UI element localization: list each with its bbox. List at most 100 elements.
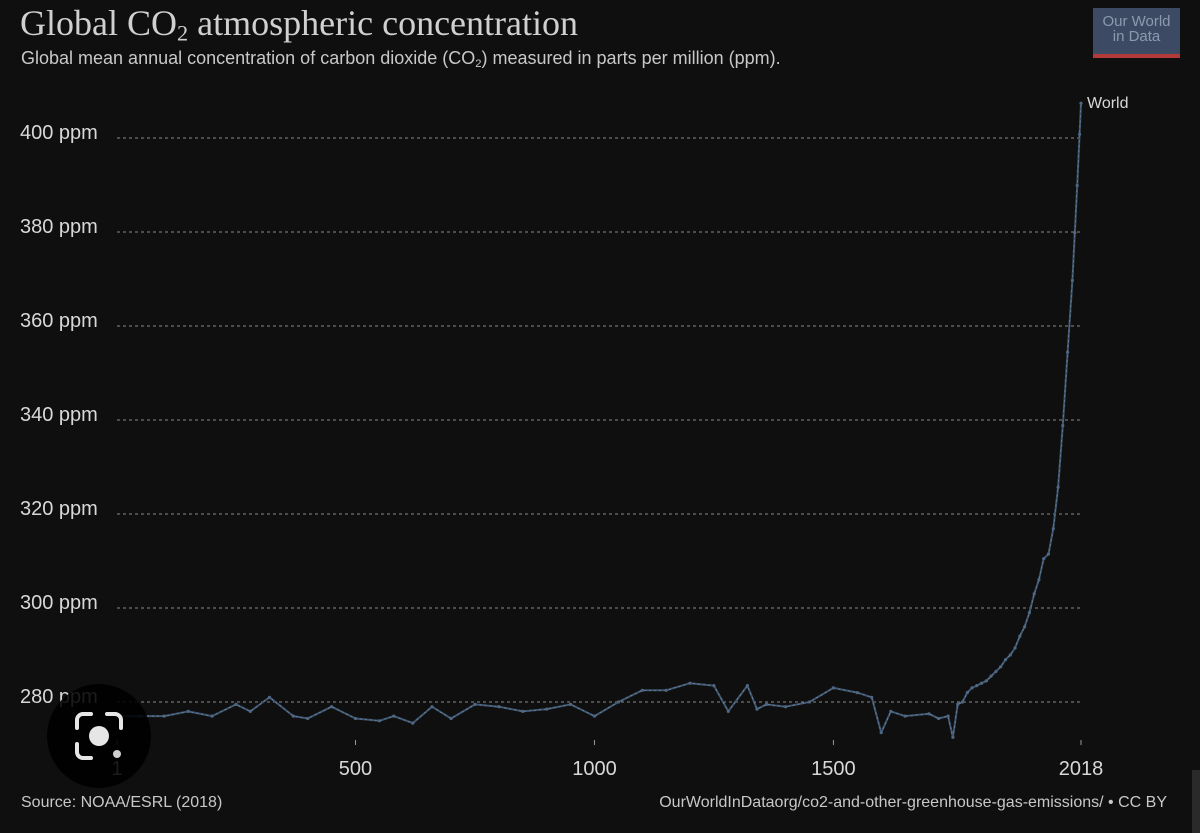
data-point [392,714,396,718]
data-point [688,681,692,685]
title-text-main: Global CO [20,3,177,43]
data-point [951,735,955,739]
data-point [927,712,931,716]
data-point [960,700,965,704]
data-point [449,716,453,721]
logo-line-2: in Data [1112,28,1161,45]
data-point [946,714,950,718]
y-tick-label-340: 340 ppm [20,404,98,426]
data-point [162,714,166,718]
data-point [1070,278,1074,282]
data-point [784,705,788,709]
lens-scan-icon [75,712,123,760]
data-point [1037,578,1041,582]
data-point [1066,350,1070,354]
series-end-label: World [1087,95,1129,112]
data-point [1078,132,1082,136]
lens-scan-button[interactable] [47,684,151,788]
data-point [640,688,644,692]
x-axis-ticks: 1500100015002018 [111,740,1103,780]
data-point [1079,101,1083,105]
data-point [291,714,295,718]
data-point [980,681,984,685]
subtitle-subscript: 2 [475,57,482,70]
data-point [956,702,960,707]
x-tick-label-500: 500 [339,758,372,780]
data-point [1051,527,1055,531]
data-point [712,684,716,688]
data-point [377,719,381,723]
data-point [1046,552,1051,556]
data-point [1042,557,1046,561]
data-point [726,709,730,714]
data-point [889,709,893,714]
x-tick-label-1000: 1000 [572,758,617,780]
scroll-edge [1192,770,1200,833]
data-point [903,714,907,718]
data-point [764,702,769,707]
data-point [248,709,252,714]
data-point [186,709,190,714]
data-point [569,702,573,707]
data-point [430,705,434,709]
y-tick-label-300: 300 ppm [20,592,98,614]
data-point [267,695,272,699]
data-point [210,714,214,718]
source-url-link[interactable]: OurWorldInDataorg/co2-and-other-greenhou… [659,794,1167,811]
x-tick-label-1500: 1500 [811,758,856,780]
data-point [994,669,998,674]
data-point [937,716,941,721]
data-point [984,679,989,683]
data-point [1023,625,1027,629]
data-point [1008,653,1012,657]
owid-logo[interactable]: Our World in Data [1093,8,1180,58]
data-point [1003,658,1008,662]
y-tick-label-320: 320 ppm [20,498,98,520]
subtitle-text-rest: ) measured in parts per million (ppm). [481,48,781,68]
subtitle-text-main: Global mean annual concentration of carb… [21,48,476,68]
data-point [330,705,334,709]
data-point [616,700,621,704]
data-point [592,714,597,718]
series-layer: World [115,95,1129,739]
data-point [831,686,836,690]
data-point [970,686,974,690]
data-point [234,702,238,707]
data-point [1073,231,1077,235]
y-tick-label-360: 360 ppm [20,310,98,332]
logo-line-1: Our World [1102,13,1171,30]
title-text-rest: atmospheric concentration [188,3,579,43]
data-point [411,721,415,725]
data-point [989,674,993,678]
data-point [870,695,874,699]
data-point [975,684,979,688]
title-subscript: 2 [177,20,189,46]
data-point [1061,424,1065,428]
data-point [1018,634,1022,638]
data-point [664,688,668,692]
data-point [1027,611,1031,615]
chart-subtitle: Global mean annual concentration of carb… [21,48,781,69]
data-point [353,716,358,721]
y-tick-label-400: 400 ppm [20,122,98,144]
data-point [497,705,501,709]
data-point [755,707,759,711]
data-point [473,702,477,707]
x-tick-label-2018: 2018 [1059,758,1104,780]
data-point [1013,646,1017,650]
data-point [745,684,750,688]
data-point [1056,485,1060,489]
data-point [1032,592,1036,596]
data-point [855,691,859,695]
data-point [879,731,883,735]
source-note: Source: NOAA/ESRL (2018) [21,794,223,811]
data-point [306,716,310,721]
chart-title: Global CO2 atmospheric concentration [20,2,578,44]
y-tick-label-380: 380 ppm [20,216,98,238]
data-point [807,700,812,704]
data-point [1075,183,1079,188]
gridlines [117,137,1083,703]
data-point [965,691,969,695]
